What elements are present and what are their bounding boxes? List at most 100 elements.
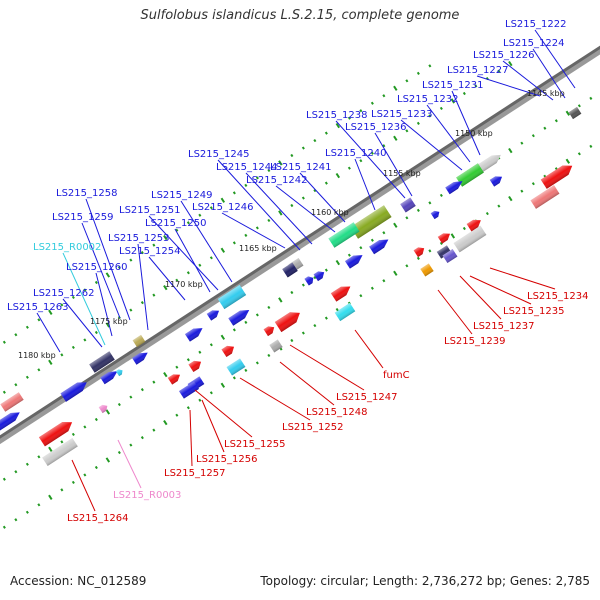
tick-mark <box>198 263 202 267</box>
tick-mark <box>129 395 133 399</box>
gene-arrow-shade <box>132 352 148 365</box>
tick-mark <box>382 94 386 98</box>
tick-mark <box>129 443 133 447</box>
tick-mark <box>14 383 18 387</box>
tick-mark <box>290 203 294 208</box>
gene-label: LS215_1242 <box>246 175 307 186</box>
tick-mark <box>60 440 64 444</box>
tick-mark <box>393 270 398 276</box>
gene-box-shade <box>400 197 416 213</box>
gene-box-shade <box>217 284 247 310</box>
leader-line <box>532 48 566 99</box>
gene-feature <box>42 438 78 466</box>
tick-mark <box>105 322 111 328</box>
gene-feature <box>132 334 146 348</box>
tick-mark <box>232 241 236 245</box>
gene-feature <box>400 197 416 213</box>
tick-mark <box>324 181 328 185</box>
gene-label: LS215_1255 <box>224 439 285 450</box>
tick-mark <box>105 409 111 415</box>
tick-mark <box>508 195 513 202</box>
gene-label: LS215_1247 <box>336 392 397 403</box>
gene-label: LS215_1244 <box>216 162 277 173</box>
gene-feature <box>226 358 246 376</box>
tick-mark <box>37 318 41 322</box>
gene-feature <box>206 310 220 321</box>
tick-mark <box>416 71 420 75</box>
leader-line <box>354 329 384 369</box>
tick-mark <box>232 328 236 332</box>
tick-mark <box>163 419 168 426</box>
leader-line <box>180 200 233 283</box>
tick-mark <box>359 246 363 250</box>
gene-arrow-shade <box>437 233 451 244</box>
gene-arrow-shade <box>0 412 20 432</box>
scale-label: 1145 kbp <box>527 89 565 98</box>
tick-mark <box>152 243 156 247</box>
leader-line <box>189 409 193 467</box>
tick-mark <box>244 368 248 372</box>
tick-mark <box>14 518 18 522</box>
leader-line <box>299 172 346 223</box>
gene-feature <box>89 351 115 373</box>
leader-line <box>71 459 96 512</box>
gene-box-shade <box>456 163 484 187</box>
tick-mark <box>508 147 513 154</box>
tick-mark <box>347 116 351 120</box>
gene-feature <box>0 392 24 412</box>
tick-track-layer <box>2 60 593 529</box>
tick-mark <box>278 297 283 303</box>
gene-label: LS215_R0002 <box>33 242 101 253</box>
tick-mark <box>313 275 317 280</box>
tick-mark <box>186 358 190 362</box>
gene-label: LS215_1241 <box>270 162 331 173</box>
tick-mark <box>462 91 466 96</box>
tick-mark <box>450 233 456 239</box>
gene-label: LS215_1249 <box>151 190 212 201</box>
tick-mark <box>508 60 513 67</box>
leader-line <box>275 185 336 233</box>
backbone-shadow <box>0 46 600 445</box>
tick-mark <box>589 96 593 100</box>
tick-mark <box>565 158 571 164</box>
tick-mark <box>152 293 156 297</box>
gene-feature <box>453 225 487 253</box>
tick-mark <box>220 334 226 340</box>
gene-feature <box>263 326 275 337</box>
tick-mark <box>255 226 259 230</box>
tick-mark <box>278 160 283 166</box>
tick-mark <box>531 182 535 186</box>
tick-mark <box>255 361 259 365</box>
tick-mark <box>313 323 317 328</box>
tick-mark <box>324 316 328 320</box>
gene-box-shade <box>132 334 146 348</box>
gene-feature <box>269 339 283 353</box>
leader-line <box>534 29 576 89</box>
tick-mark <box>186 406 190 410</box>
leader-line <box>148 256 186 301</box>
gene-arrow-shade <box>263 326 275 337</box>
gene-feature <box>179 381 199 399</box>
tick-mark <box>220 197 226 203</box>
tick-mark <box>209 391 213 395</box>
tick-mark <box>416 208 420 212</box>
leader-line <box>354 158 376 211</box>
gene-label: LS215_R0003 <box>113 490 181 501</box>
tick-mark <box>48 446 53 452</box>
gene-feature <box>167 374 181 385</box>
tick-mark <box>140 301 144 305</box>
gene-label: LS215_1252 <box>282 422 343 433</box>
tick-mark <box>2 525 6 529</box>
gene-feature <box>132 352 148 365</box>
tick-mark <box>48 309 53 315</box>
tick-mark <box>209 343 213 347</box>
gene-arrow-shade <box>345 255 363 269</box>
gene-arrow-shade <box>228 310 250 326</box>
tick-mark <box>382 231 386 235</box>
gene-feature <box>60 382 87 402</box>
gene-label: LS215_1253 <box>108 233 169 244</box>
gene-label: LS215_1250 <box>145 218 206 229</box>
tick-mark <box>290 290 294 295</box>
tick-mark <box>140 388 144 392</box>
